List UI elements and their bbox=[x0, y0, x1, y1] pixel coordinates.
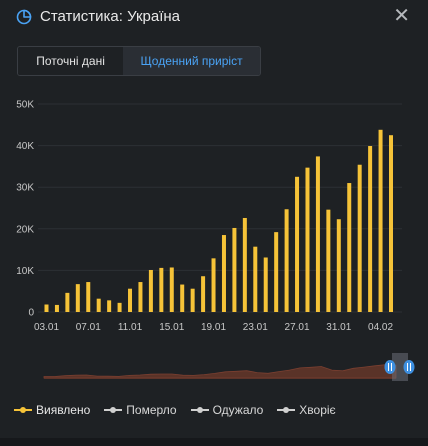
bar-20.01[interactable] bbox=[221, 235, 226, 312]
bar-04.01[interactable] bbox=[54, 304, 59, 312]
chart-range-navigator[interactable] bbox=[0, 350, 428, 384]
bar-21.01[interactable] bbox=[232, 227, 237, 312]
bar-05.02[interactable] bbox=[389, 135, 393, 312]
bar-09.01[interactable] bbox=[107, 300, 112, 312]
x-tick-label: 19.01 bbox=[201, 322, 226, 333]
y-tick-label: 30K bbox=[16, 183, 34, 194]
legend-item[interactable]: Померло bbox=[104, 403, 177, 417]
legend-item[interactable]: Одужало bbox=[190, 403, 264, 417]
bar-28.01[interactable] bbox=[305, 167, 310, 312]
x-tick-label: 15.01 bbox=[159, 322, 184, 333]
legend-marker-icon bbox=[14, 407, 32, 413]
bar-15.01[interactable] bbox=[169, 267, 174, 312]
bar-25.01[interactable] bbox=[274, 232, 279, 312]
dialog-header: Статистика: Україна ✕ bbox=[0, 0, 428, 34]
bottom-strip bbox=[0, 438, 428, 446]
bar-10.01[interactable] bbox=[117, 302, 122, 312]
tab-daily-growth[interactable]: Щоденний приріст bbox=[123, 47, 260, 75]
tab-group: Поточні дані Щоденний приріст bbox=[17, 46, 261, 76]
x-tick-label: 04.02 bbox=[368, 322, 393, 333]
bar-05.01[interactable] bbox=[65, 292, 70, 312]
y-tick-label: 10K bbox=[16, 266, 34, 277]
pie-chart-icon bbox=[16, 9, 32, 25]
tab-current-data[interactable]: Поточні дані bbox=[18, 47, 124, 75]
bar-13.01[interactable] bbox=[148, 269, 153, 312]
bar-01.02[interactable] bbox=[347, 183, 352, 312]
x-tick-label: 07.01 bbox=[76, 322, 101, 333]
navigator-selection[interactable] bbox=[392, 353, 408, 381]
x-tick-label: 27.01 bbox=[285, 322, 310, 333]
bar-03.02[interactable] bbox=[368, 146, 373, 312]
y-tick-label: 40K bbox=[16, 141, 34, 152]
bar-31.01[interactable] bbox=[336, 219, 341, 312]
bar-04.02[interactable] bbox=[378, 129, 383, 312]
legend-label: Померло bbox=[126, 403, 177, 417]
legend-item[interactable]: Хворіє bbox=[277, 403, 336, 417]
bar-08.01[interactable] bbox=[96, 298, 101, 312]
x-tick-label: 03.01 bbox=[34, 322, 59, 333]
y-tick-label: 20K bbox=[16, 224, 34, 235]
dialog-title: Статистика: Україна bbox=[40, 8, 181, 25]
bar-17.01[interactable] bbox=[190, 288, 195, 312]
x-tick-label: 11.01 bbox=[118, 322, 143, 333]
navigator-area bbox=[43, 364, 397, 379]
bar-30.01[interactable] bbox=[326, 209, 331, 312]
y-tick-label: 50K bbox=[16, 100, 34, 111]
x-tick-label: 23.01 bbox=[243, 322, 268, 333]
bar-23.01[interactable] bbox=[253, 246, 258, 312]
bar-12.01[interactable] bbox=[138, 282, 143, 312]
legend-marker-icon bbox=[190, 407, 209, 413]
legend-label: Одужало bbox=[212, 403, 264, 417]
bar-07.01[interactable] bbox=[86, 282, 91, 312]
chart-legend: Виявлено Померло Одужало Хворіє bbox=[14, 400, 350, 420]
daily-growth-bar-chart: 0 10K 20K 30K 40K 50K 03.01 07.01 11.01 15.01 19.0… bbox=[16, 100, 402, 333]
bar-24.01[interactable] bbox=[263, 257, 268, 312]
legend-marker-icon bbox=[277, 407, 296, 413]
bar-11.01[interactable] bbox=[128, 288, 133, 312]
legend-label: Хворіє bbox=[299, 403, 336, 417]
legend-marker-icon bbox=[104, 407, 123, 413]
navigator-right-handle[interactable] bbox=[403, 360, 415, 374]
bar-26.01[interactable] bbox=[284, 209, 289, 312]
legend-label: Виявлено bbox=[36, 403, 91, 417]
close-icon[interactable]: ✕ bbox=[393, 5, 410, 27]
bar-02.02[interactable] bbox=[357, 164, 362, 312]
bar-14.01[interactable] bbox=[159, 267, 164, 312]
y-tick-label: 0 bbox=[28, 308, 34, 319]
bar-19.01[interactable] bbox=[211, 258, 216, 312]
bar-03.01[interactable] bbox=[44, 304, 49, 312]
bar-18.01[interactable] bbox=[201, 276, 206, 312]
bar-27.01[interactable] bbox=[295, 176, 300, 312]
bar-22.01[interactable] bbox=[242, 217, 247, 312]
x-tick-label: 31.01 bbox=[326, 322, 351, 333]
legend-item[interactable]: Виявлено bbox=[14, 403, 90, 417]
navigator-left-handle[interactable] bbox=[384, 360, 396, 374]
bar-29.01[interactable] bbox=[315, 156, 320, 312]
bar-06.01[interactable] bbox=[75, 284, 80, 312]
bar-16.01[interactable] bbox=[180, 284, 185, 312]
